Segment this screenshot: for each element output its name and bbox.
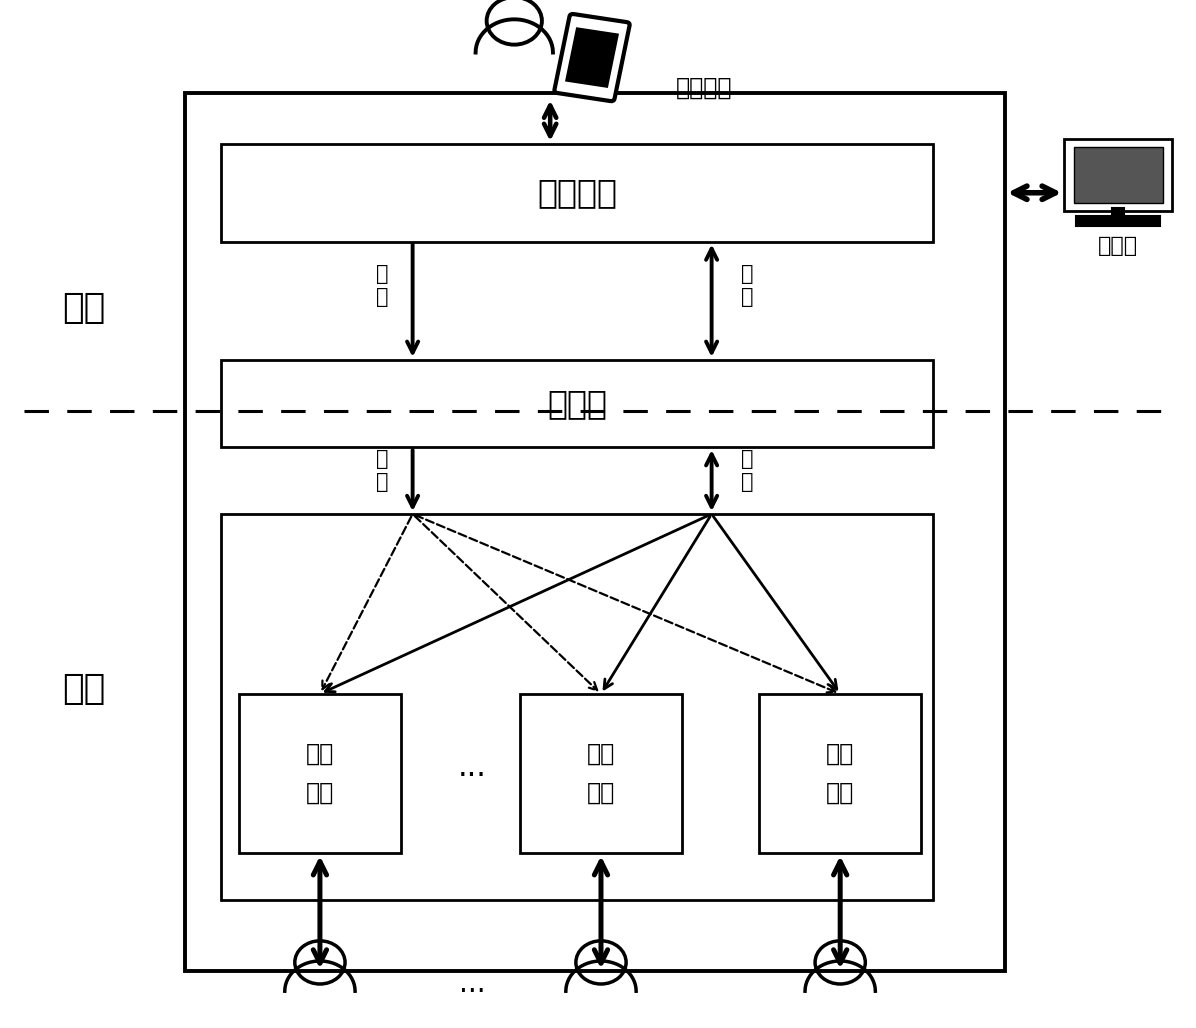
Bar <box>221 144 933 242</box>
FancyBboxPatch shape <box>555 14 629 101</box>
Text: 激
光: 激 光 <box>377 448 389 492</box>
Text: 数
据: 数 据 <box>742 448 753 492</box>
Bar <box>221 514 933 900</box>
Bar <box>1112 208 1124 218</box>
Bar <box>520 694 682 853</box>
Text: 井上: 井上 <box>62 291 105 326</box>
Text: 检测
终端: 检测 终端 <box>306 742 334 805</box>
Text: 数
据: 数 据 <box>742 263 753 307</box>
Bar <box>566 28 618 87</box>
Text: ···: ··· <box>458 762 487 791</box>
Text: 上位机: 上位机 <box>1098 236 1139 256</box>
Bar <box>1074 147 1163 203</box>
Text: 人机交互: 人机交互 <box>676 75 732 100</box>
Bar <box>1064 139 1172 211</box>
Bar <box>185 93 1005 971</box>
Text: 检测
终端: 检测 终端 <box>587 742 615 805</box>
Bar <box>239 694 401 853</box>
Text: 检测
终端: 检测 终端 <box>826 742 854 805</box>
Text: 传输层: 传输层 <box>547 387 608 420</box>
Bar <box>1076 216 1160 226</box>
Text: 检测主机: 检测主机 <box>537 176 617 210</box>
Text: 激
光: 激 光 <box>377 263 389 307</box>
Text: ···: ··· <box>459 978 486 1006</box>
Bar <box>759 694 921 853</box>
Bar <box>221 360 933 447</box>
Text: 井下: 井下 <box>62 671 105 706</box>
